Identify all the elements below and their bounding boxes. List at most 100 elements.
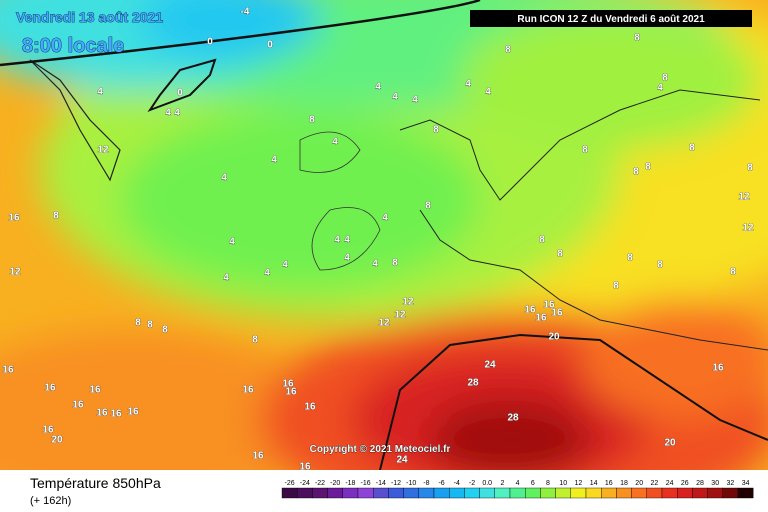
colorbar-tick-label: 16 xyxy=(605,480,613,487)
contour-label: 4 xyxy=(412,95,418,106)
colorbar-tick-label: -2 xyxy=(469,480,475,487)
contour-label: 4 xyxy=(332,137,338,148)
colorbar-tick-label: 4 xyxy=(516,480,520,487)
colorbar-tick-label: -20 xyxy=(330,480,340,487)
colorbar-swatch xyxy=(464,487,480,499)
contour-label: 16 xyxy=(44,383,56,394)
colorbar-tick-label: 24 xyxy=(666,480,674,487)
footer-title: Température 850hPa xyxy=(30,475,161,491)
contour-label: 20 xyxy=(51,435,63,446)
contour-label: 4 xyxy=(229,237,235,248)
contour-label: 16 xyxy=(110,409,122,420)
contour-label: 0 xyxy=(177,88,183,99)
contour-label: 16 xyxy=(252,451,264,462)
contour-label: 4 xyxy=(382,213,388,224)
contour-label: 24 xyxy=(484,360,496,371)
contour-label: 8 xyxy=(662,73,668,84)
contour-label: 12 xyxy=(97,145,109,156)
colorbar-tick-label: -16 xyxy=(361,480,371,487)
contour-label: 4 xyxy=(334,235,340,246)
contour-label: 8 xyxy=(252,335,258,346)
contour-label: 24 xyxy=(396,455,408,466)
forecast-time: 8:00 locale xyxy=(22,35,124,57)
contour-label: 12 xyxy=(9,267,21,278)
footer-lead: (+ 162h) xyxy=(30,495,71,507)
colorbar-swatch xyxy=(585,487,602,499)
contour-label: 4 xyxy=(282,260,288,271)
contour-label: 12 xyxy=(378,318,390,329)
contour-label: 8 xyxy=(633,167,639,178)
contour-label: 16 xyxy=(285,387,297,398)
colorbar-tick-label: -6 xyxy=(438,480,444,487)
contour-label: 4 xyxy=(344,235,350,246)
colorbar-swatch xyxy=(403,487,420,499)
contour-label: 4 xyxy=(344,253,350,264)
contour-label: 4 xyxy=(392,92,398,103)
contour-label: 4 xyxy=(97,87,103,98)
contour-label: 16 xyxy=(282,379,294,390)
contour-label: 4 xyxy=(221,173,227,184)
colorbar-swatch xyxy=(677,487,693,499)
colorbar-tick-label: 8 xyxy=(546,480,550,487)
forecast-date: Vendredi 13 août 2021 xyxy=(16,9,163,25)
contour-label: 16 xyxy=(524,305,536,316)
colorbar-swatch xyxy=(342,487,359,499)
contour-label: 8 xyxy=(162,325,168,336)
colorbar-swatch xyxy=(327,487,344,499)
colorbar-swatch xyxy=(601,487,617,499)
contour-label: 12 xyxy=(394,310,406,321)
colorbar-swatch xyxy=(297,487,313,499)
colorbar-tick-label: 6 xyxy=(531,480,535,487)
contour-label: 8 xyxy=(689,143,695,154)
colorbar-tick-label: 0.0 xyxy=(482,480,492,487)
colorbar-swatch xyxy=(661,487,678,499)
colorbar-swatch xyxy=(433,487,450,499)
contour-label: 28 xyxy=(467,378,479,389)
contour-label: 16 xyxy=(127,407,139,418)
colorbar-tick-label: 22 xyxy=(651,480,659,487)
contour-label: 8 xyxy=(425,201,431,212)
colorbar-tick-label: 20 xyxy=(635,480,643,487)
contour-label: 28 xyxy=(507,413,519,424)
colorbar-tick-label: -10 xyxy=(406,480,416,487)
contour-label: 4 xyxy=(372,259,378,270)
contour-label: 8 xyxy=(147,320,153,331)
colorbar-swatch xyxy=(525,487,541,499)
colorbar-swatch xyxy=(418,487,435,499)
colorbar: -26 -24 -22 -20 -18 -16 -14 -12 -10 -8 -6 -4 -2 0.0 2 4… xyxy=(281,480,754,499)
contour-label: 4 xyxy=(165,108,171,119)
contour-label: 8 xyxy=(613,281,619,292)
contour-label: 16 xyxy=(96,408,108,419)
colorbar-tick-label: 34 xyxy=(742,480,750,487)
colorbar-tick-label: 26 xyxy=(681,480,689,487)
colorbar-swatch xyxy=(616,487,632,499)
contour-label: 0 xyxy=(267,40,273,51)
contour-label: 16 xyxy=(42,425,54,436)
contour-label: 4 xyxy=(657,83,663,94)
colorbar-tick-label: 32 xyxy=(727,480,735,487)
colorbar-tick-label: -26 xyxy=(285,480,295,487)
colorbar-swatch xyxy=(646,487,663,499)
contour-label: 4 xyxy=(271,155,277,166)
contour-label: 16 xyxy=(551,308,563,319)
colorbar-swatch xyxy=(509,487,526,499)
colorbar-swatch xyxy=(707,487,723,499)
colorbar-tick-label: -24 xyxy=(300,480,310,487)
colorbar-swatch xyxy=(540,487,556,499)
copyright: Copyright © 2021 Meteociel.fr xyxy=(310,444,451,455)
colorbar-tick-label: -22 xyxy=(315,480,325,487)
contour-label: 8 xyxy=(53,211,59,222)
contour-label: -4 xyxy=(241,7,250,18)
colorbar-swatch xyxy=(449,487,465,499)
colorbar-tick-label: 10 xyxy=(559,480,567,487)
colorbar-swatch xyxy=(494,487,511,499)
contour-label: 8 xyxy=(539,235,545,246)
contour-label: 8 xyxy=(557,249,563,260)
contour-label: 4 xyxy=(264,268,270,279)
contour-label: 16 xyxy=(543,300,555,311)
contour-label: 8 xyxy=(433,125,439,136)
contour-label: 8 xyxy=(645,162,651,173)
